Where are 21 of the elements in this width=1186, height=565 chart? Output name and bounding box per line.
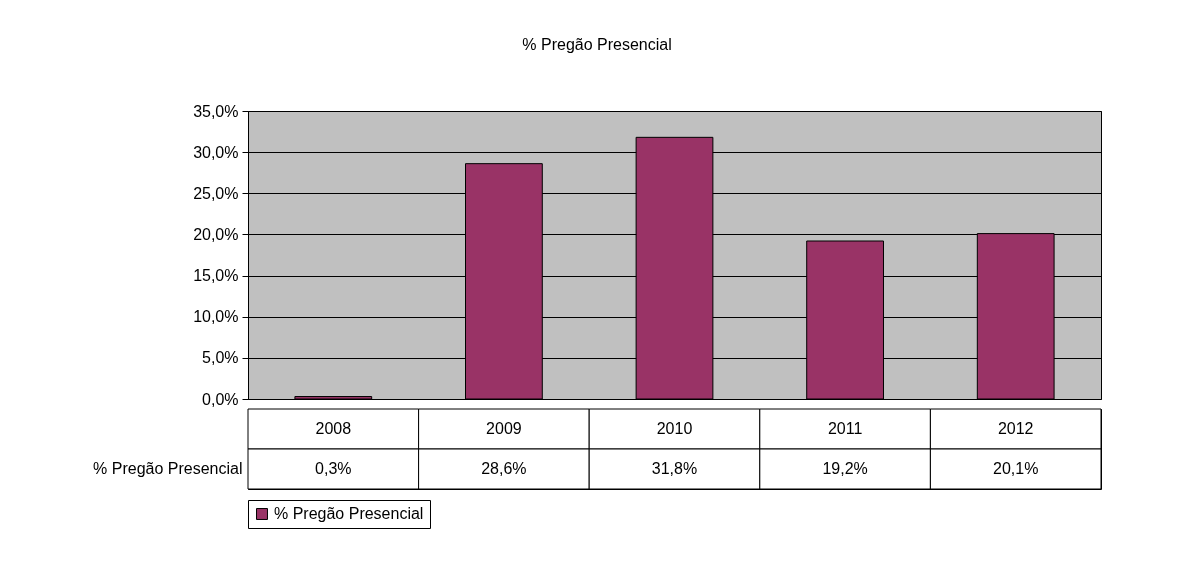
y-tick-label: 0,0% xyxy=(202,390,239,408)
y-tick-label: 20,0% xyxy=(193,225,239,243)
data-label: 0,3% xyxy=(315,460,352,477)
y-tick-label: 5,0% xyxy=(202,349,239,367)
data-label: 19,2% xyxy=(822,460,868,477)
data-label: 20,1% xyxy=(993,460,1039,477)
x-tick-label: 2009 xyxy=(486,420,522,437)
data-label: 28,6% xyxy=(481,460,527,477)
y-tick-label: 10,0% xyxy=(193,308,239,326)
y-tick-label: 15,0% xyxy=(193,267,239,285)
x-tick-label: 2012 xyxy=(997,420,1034,437)
y-tick-label: 35,0% xyxy=(193,102,239,120)
legend-label: % Pregão Presencial xyxy=(274,505,424,522)
y-tick-label: 25,0% xyxy=(193,184,239,202)
data-label: 31,8% xyxy=(651,460,698,477)
chart-title: % Pregão Presencial xyxy=(522,35,672,53)
x-tick-label: 2010 xyxy=(656,420,693,437)
y-tick-label: 30,0% xyxy=(193,143,239,161)
x-tick-label: 2008 xyxy=(315,420,352,437)
x-tick-label: 2011 xyxy=(827,420,863,437)
text: % Pregão Presencial xyxy=(93,460,243,477)
